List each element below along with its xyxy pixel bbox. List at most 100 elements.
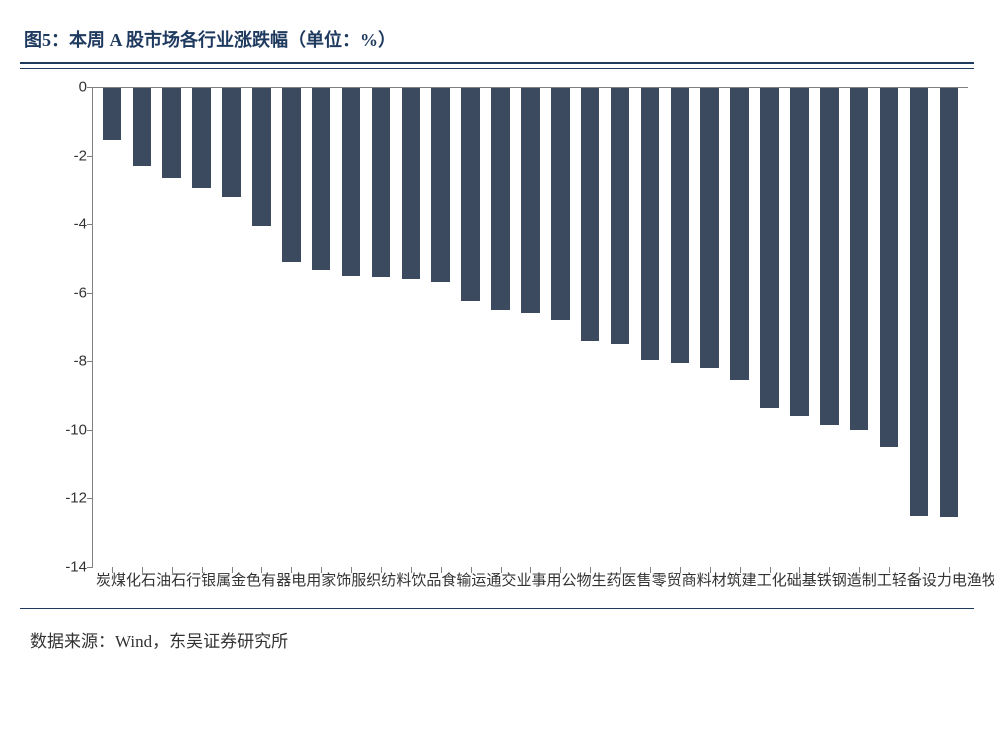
y-tick-label: -10 — [39, 421, 87, 438]
x-tick-mark — [859, 567, 860, 573]
x-axis-label: 建筑材料 — [697, 573, 757, 590]
bar-slot — [306, 87, 336, 567]
bar — [790, 87, 809, 416]
bar-slot — [904, 87, 934, 567]
x-tick-mark — [949, 567, 950, 573]
bar-slot — [814, 87, 844, 567]
bar-slot — [486, 87, 516, 567]
bar — [222, 87, 241, 197]
y-tick-label: -14 — [39, 559, 87, 576]
bar-slot — [635, 87, 665, 567]
bar-slot — [426, 87, 456, 567]
bar — [252, 87, 271, 226]
x-tick-mark — [381, 567, 382, 573]
x-tick-mark — [530, 567, 531, 573]
bar — [581, 87, 600, 341]
bar-slot — [276, 87, 306, 567]
x-tick-mark — [321, 567, 322, 573]
x-tick-mark — [351, 567, 352, 573]
bar-slot — [366, 87, 396, 567]
x-tick-mark — [650, 567, 651, 573]
y-tick-mark — [87, 87, 93, 88]
y-tick-label: -2 — [39, 147, 87, 164]
bar-slot — [695, 87, 725, 567]
bar-slot — [187, 87, 217, 567]
x-tick-mark — [590, 567, 591, 573]
y-tick-mark — [87, 361, 93, 362]
bar — [700, 87, 719, 368]
x-tick-mark — [202, 567, 203, 573]
x-axis-label: 煤炭 — [96, 573, 126, 590]
x-tick-mark — [889, 567, 890, 573]
bar — [730, 87, 749, 380]
x-tick-mark — [829, 567, 830, 573]
bar — [641, 87, 660, 360]
y-tick-mark — [87, 567, 93, 568]
bar — [431, 87, 450, 282]
figure-title: 图5：本周 A 股市场各行业涨跌幅（单位：%） — [20, 20, 974, 64]
bar-slot — [844, 87, 874, 567]
bar — [671, 87, 690, 363]
bar-slot — [217, 87, 247, 567]
x-axis-label: 医药生物 — [577, 573, 637, 590]
bar — [611, 87, 630, 344]
x-tick-mark — [471, 567, 472, 573]
bar-slot — [605, 87, 635, 567]
x-axis-label: 石油石化 — [126, 573, 186, 590]
bar — [760, 87, 779, 408]
bar-slot — [157, 87, 187, 567]
bar — [282, 87, 301, 262]
y-tick-mark — [87, 293, 93, 294]
bar — [133, 87, 152, 166]
y-tick-label: 0 — [39, 79, 87, 96]
y-tick-label: -12 — [39, 490, 87, 507]
x-tick-mark — [680, 567, 681, 573]
y-tick-label: -6 — [39, 284, 87, 301]
x-tick-mark — [112, 567, 113, 573]
x-tick-mark — [740, 567, 741, 573]
chart: 0-2-4-6-8-10-12-14 煤炭石油石化银行有色金属家用电器纺织服饰食… — [38, 87, 968, 590]
bar — [192, 87, 211, 188]
x-tick-mark — [560, 567, 561, 573]
bar — [880, 87, 899, 447]
x-axis-label: 农林牧渔 — [967, 573, 994, 590]
bar — [162, 87, 181, 178]
bar-slot — [575, 87, 605, 567]
bar — [402, 87, 421, 279]
bar — [461, 87, 480, 301]
x-tick-mark — [142, 567, 143, 573]
x-axis-label: 家用电器 — [276, 573, 336, 590]
x-axis-label: 轻工制造 — [847, 573, 907, 590]
bar — [850, 87, 869, 430]
bar — [372, 87, 391, 277]
bar — [910, 87, 929, 516]
x-axis-label: 纺织服饰 — [336, 573, 396, 590]
x-axis-label: 银行 — [186, 573, 216, 590]
y-tick-mark — [87, 224, 93, 225]
x-axis-label: 食品饮料 — [396, 573, 456, 590]
bar-slot — [665, 87, 695, 567]
x-tick-mark — [501, 567, 502, 573]
bar-slot — [456, 87, 486, 567]
x-axis-label: 基础化工 — [757, 573, 817, 590]
bar-slot — [755, 87, 785, 567]
bar — [312, 87, 331, 270]
x-axis-label: 公用事业 — [516, 573, 576, 590]
y-tick-mark — [87, 156, 93, 157]
bar — [940, 87, 959, 517]
bar-slot — [874, 87, 904, 567]
bar-slot — [127, 87, 157, 567]
bars-container — [93, 87, 968, 567]
bar — [820, 87, 839, 425]
y-tick-mark — [87, 430, 93, 431]
bar-slot — [336, 87, 366, 567]
bar — [521, 87, 540, 313]
bar-slot — [545, 87, 575, 567]
bar-slot — [396, 87, 426, 567]
bar — [103, 87, 122, 140]
bar-slot — [725, 87, 755, 567]
y-tick-label: -4 — [39, 216, 87, 233]
x-tick-mark — [172, 567, 173, 573]
zero-line — [93, 87, 968, 88]
x-axis-label: 电力设备 — [907, 573, 967, 590]
